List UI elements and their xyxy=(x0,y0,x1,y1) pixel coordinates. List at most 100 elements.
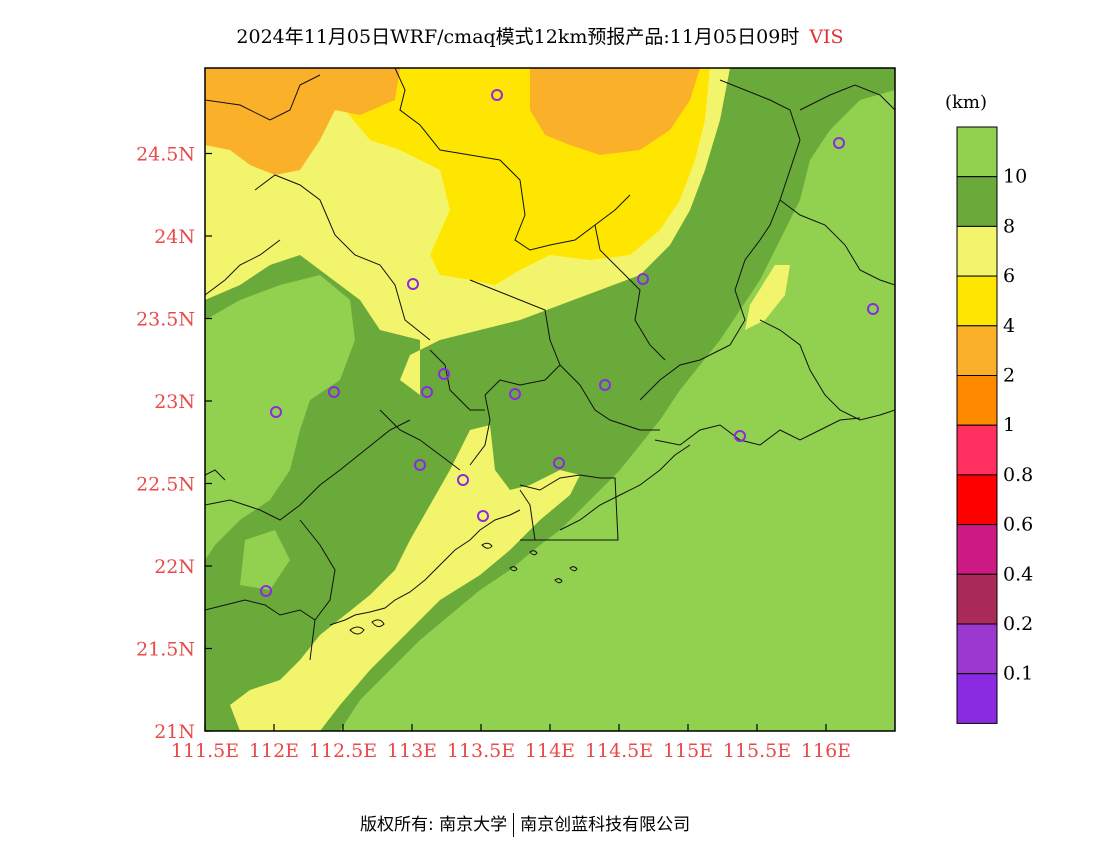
copyright: 版权所有: 南京大学 南京创蓝科技有限公司 xyxy=(360,810,690,837)
legend-swatch xyxy=(956,673,998,724)
legend-swatch xyxy=(956,225,998,277)
legend-label: 10 xyxy=(1003,166,1027,188)
city-marker[interactable] xyxy=(734,430,746,442)
title-variable: VIS xyxy=(809,26,844,48)
boundary-line xyxy=(205,239,281,296)
lon-tick-label: 112.5E xyxy=(309,740,377,762)
island xyxy=(481,542,493,549)
boundary-line xyxy=(759,319,895,421)
legend-swatch xyxy=(956,375,998,426)
latitude-labels: 21N 21.5N 22N 22.5N 23N 23.5N 24N 24.5N xyxy=(136,144,195,744)
city-marker[interactable] xyxy=(477,510,489,522)
boundary-line xyxy=(205,599,316,661)
boundary-line xyxy=(799,84,895,111)
legend-label: 6 xyxy=(1003,265,1015,287)
lat-tick-label: 22.5N xyxy=(136,474,195,496)
lat-tick-label: 24N xyxy=(154,226,195,248)
legend-swatch xyxy=(956,176,998,227)
lat-tick-label: 23.5N xyxy=(136,309,195,331)
legend-label: 0.6 xyxy=(1003,514,1033,536)
boundary-line xyxy=(205,469,226,481)
city-marker[interactable] xyxy=(414,459,426,471)
admin-boundaries xyxy=(205,68,895,661)
legend-swatches xyxy=(956,126,998,724)
vis-band-6-8-coast xyxy=(230,425,580,731)
map-title: 2024年11月05日WRF/cmaq模式12km预报产品:11月05日09时 V… xyxy=(0,22,1080,49)
boundary-line xyxy=(654,417,861,446)
lat-tick-label: 21N xyxy=(154,721,195,743)
island xyxy=(371,619,385,628)
lon-tick-label: 115.5E xyxy=(723,740,791,762)
city-marker[interactable] xyxy=(260,585,272,597)
lon-tick-label: 116E xyxy=(801,740,851,762)
boundary-line xyxy=(254,174,431,341)
lon-tick-label: 114E xyxy=(525,740,575,762)
city-marker[interactable] xyxy=(867,303,879,315)
legend-swatch xyxy=(956,524,998,575)
island xyxy=(529,550,538,556)
axis-ticks xyxy=(204,152,827,732)
city-marker[interactable] xyxy=(328,386,340,398)
copyright-company: 南京创蓝科技有限公司 xyxy=(520,815,691,835)
legend-label: 0.2 xyxy=(1003,613,1033,635)
legend-label: 0.8 xyxy=(1003,464,1033,486)
vis-band-10-west xyxy=(205,275,355,560)
boundary-line xyxy=(394,68,501,161)
city-marker[interactable] xyxy=(599,379,611,391)
legend-swatch xyxy=(956,424,998,476)
coast-line xyxy=(329,509,521,626)
legend-labels: 10 8 6 4 2 1 0.8 0.6 0.4 0.2 0.1 xyxy=(1003,166,1033,685)
boundary-line xyxy=(205,74,321,121)
coast-line xyxy=(559,444,691,531)
legend-swatch xyxy=(956,573,998,625)
boundary-line xyxy=(559,364,660,431)
legend-label: 0.1 xyxy=(1003,663,1033,685)
copyright-owner: 版权所有: 南京大学 xyxy=(360,815,508,835)
legend-label: 2 xyxy=(1003,365,1015,387)
lon-tick-label: 112E xyxy=(249,740,299,762)
boundary-line xyxy=(639,79,801,401)
copyright-separator xyxy=(513,813,515,837)
legend-label: 0.4 xyxy=(1003,563,1033,585)
city-marker[interactable] xyxy=(509,388,521,400)
lat-tick-label: 21.5N xyxy=(136,639,195,661)
city-marker[interactable] xyxy=(553,457,565,469)
boundary-line xyxy=(469,279,561,396)
city-marker[interactable] xyxy=(407,278,419,290)
lon-tick-label: 115E xyxy=(663,740,713,762)
city-marker[interactable] xyxy=(491,89,503,101)
lat-tick-label: 22N xyxy=(154,556,195,578)
boundary-line xyxy=(429,349,485,411)
boundary-line xyxy=(519,474,619,541)
legend-swatch xyxy=(956,623,998,675)
boundary-line xyxy=(205,419,411,521)
island xyxy=(349,626,365,635)
coastline xyxy=(329,444,691,635)
vis-band-6-8-east xyxy=(745,265,790,330)
vis-band-2-4-north xyxy=(205,68,400,175)
city-marker[interactable] xyxy=(457,474,469,486)
legend-label: 4 xyxy=(1003,315,1015,337)
boundary-line xyxy=(594,224,666,361)
city-marker[interactable] xyxy=(833,137,845,149)
boundary-line xyxy=(379,409,461,471)
city-marker[interactable] xyxy=(438,368,450,380)
vis-band-2-4-northeast xyxy=(530,68,700,155)
city-marker[interactable] xyxy=(637,273,649,285)
lon-tick-label: 111.5E xyxy=(171,740,239,762)
island xyxy=(554,578,563,584)
city-markers xyxy=(260,89,879,597)
city-marker[interactable] xyxy=(270,406,282,418)
legend-label: 8 xyxy=(1003,215,1015,237)
city-marker[interactable] xyxy=(421,386,433,398)
legend-swatch xyxy=(956,126,998,178)
lon-tick-label: 114.5E xyxy=(585,740,653,762)
island xyxy=(569,566,578,572)
lon-tick-label: 113E xyxy=(387,740,437,762)
longitude-labels: 111.5E 112E 112.5E 113E 113.5E 114E 114.… xyxy=(171,740,851,762)
boundary-line xyxy=(499,159,631,251)
lat-tick-label: 23N xyxy=(154,391,195,413)
legend-unit: (km) xyxy=(945,92,987,113)
boundary-line xyxy=(779,199,895,286)
